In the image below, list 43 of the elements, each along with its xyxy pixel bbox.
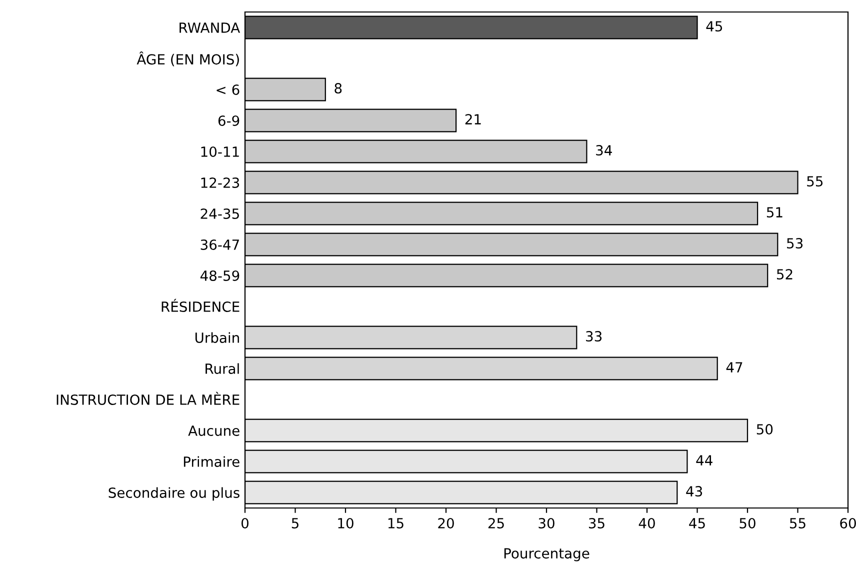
y-tick-label: 36-47 [200, 239, 239, 250]
x-tick-label: 40 [638, 518, 655, 528]
data-label: 51 [766, 207, 782, 218]
x-tick-label: 30 [538, 518, 554, 528]
data-label: 45 [706, 21, 722, 32]
x-tick-label: 0 [241, 518, 248, 528]
y-tick-label: RÉSIDENCE [162, 298, 240, 312]
data-label: 53 [787, 238, 803, 249]
y-tick-label: < 6 [216, 84, 240, 95]
y-tick-label: ÂGE (EN MOIS) [136, 52, 239, 66]
data-label: 43 [686, 486, 702, 497]
data-label: 8 [334, 83, 342, 94]
data-label: 34 [596, 145, 612, 156]
x-tick-label: 5 [292, 518, 298, 528]
data-label: 50 [756, 424, 773, 435]
y-tick-label: Primaire [184, 456, 240, 467]
data-label: 52 [777, 269, 792, 280]
data-label: 44 [696, 455, 712, 466]
x-tick-label: 35 [588, 518, 604, 528]
y-tick-label: 48-59 [200, 270, 240, 281]
data-label: 55 [807, 176, 823, 187]
data-label: 47 [726, 362, 742, 372]
y-tick-label: Rural [206, 363, 239, 374]
x-tick-label: 25 [488, 518, 504, 528]
x-tick-label: 20 [438, 518, 454, 528]
y-tick-label: Urbain [195, 332, 239, 343]
y-tick-label: 24-35 [200, 208, 239, 219]
x-tick-label: 15 [388, 518, 404, 528]
y-tick-label: RWANDA [180, 22, 240, 33]
x-axis-title: Pourcentage [504, 548, 590, 562]
x-tick-label: 50 [740, 518, 756, 528]
y-tick-label: Secondaire ou plus [108, 487, 240, 501]
y-tick-label: 12-23 [201, 177, 240, 188]
x-tick-label: 10 [338, 518, 354, 528]
y-tick-label: 6-9 [218, 115, 240, 126]
x-tick-label: 55 [790, 518, 806, 528]
x-tick-label: 45 [689, 518, 705, 528]
y-tick-label: Aucune [188, 426, 240, 436]
x-tick-label: 60 [840, 518, 856, 528]
y-tick-label: INSTRUCTION DE LA MÈRE [56, 392, 240, 405]
data-label: 33 [586, 331, 602, 342]
data-label: 21 [465, 114, 481, 124]
y-tick-label: 10-11 [201, 146, 239, 157]
